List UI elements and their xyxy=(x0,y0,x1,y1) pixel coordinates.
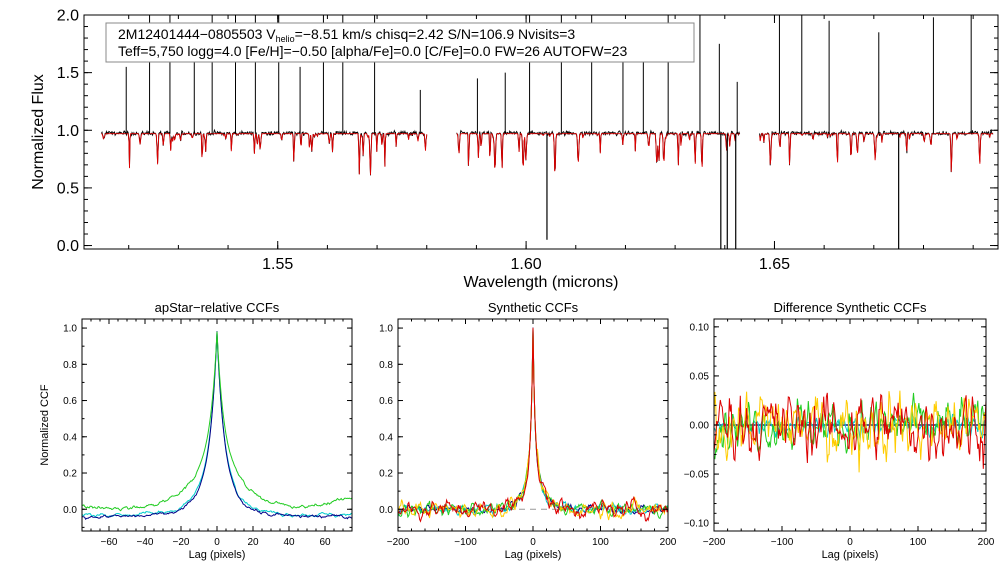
difference_ccf-x-tick-label: 0 xyxy=(847,537,853,548)
apstar_ccf-x-tick-label: 40 xyxy=(283,537,295,548)
spectrum-y-tick-label: 0.0 xyxy=(57,238,79,255)
difference_ccf-x-tick-label: 100 xyxy=(910,537,927,548)
apstar_ccf-y-tick-label: 0.8 xyxy=(63,360,77,371)
apstar_ccf-x-tick-label: −60 xyxy=(101,537,118,548)
apstar_ccf-y-tick-label: 0.4 xyxy=(63,432,77,443)
apstar_ccf-panel: −60 −40 −20 0 20 40 60 0.0 0.2 0.4 0.6 0.8 1.0 apStar… xyxy=(39,300,353,561)
apstar_ccf-xlabel: Lag (pixels) xyxy=(189,549,246,561)
synthetic_ccf-title: Synthetic CCFs xyxy=(488,300,579,315)
apstar_ccf-y-tick-label: 1.0 xyxy=(63,324,77,335)
difference_ccf-series-line xyxy=(714,392,986,460)
apstar_ccf-x-tick-label: 60 xyxy=(319,537,331,548)
spectrum-xlabel: Wavelength (microns) xyxy=(463,274,618,291)
synthetic_ccf-xlabel: Lag (pixels) xyxy=(505,549,562,561)
spectrum-observed-line xyxy=(100,128,428,176)
apstar_ccf-x-tick-label: −20 xyxy=(173,537,190,548)
spectrum-x-tick-label: 1.60 xyxy=(511,256,542,273)
synthetic_ccf-panel: −200 −100 0 100 200 0.0 0.2 0.4 0.6 0.8 1.0 Synthet… xyxy=(379,300,677,561)
apstar_ccf-y-tick-label: 0.6 xyxy=(63,396,77,407)
spectrum-info-line1: 2M12401444−0805503 Vhelio=−8.51 km/s chi… xyxy=(118,26,575,44)
synthetic_ccf-x-tick-label: −200 xyxy=(387,537,410,548)
spectrum-y-tick-label: 2.0 xyxy=(57,8,79,25)
difference_ccf-x-tick-label: −100 xyxy=(771,537,794,548)
spectrum-synthetic-line xyxy=(101,132,428,175)
synthetic_ccf-y-tick-label: 0.0 xyxy=(379,505,393,516)
synthetic_ccf-y-tick-label: 0.8 xyxy=(379,360,393,371)
spectrum-info-subscript: helio xyxy=(276,34,295,44)
spectrum-info-prefix: 2M12401444−0805503 V xyxy=(118,26,276,42)
spectrum-panel: 1.55 1.60 1.65 0.0 0.5 1.0 1.5 2.0 Wavelength (m… xyxy=(30,8,999,291)
difference_ccf-series-line xyxy=(714,412,986,439)
spectrum-y-tick-label: 0.5 xyxy=(57,181,79,198)
apstar_ccf-series-line xyxy=(82,333,352,518)
apstar_ccf-x-tick-label: −40 xyxy=(137,537,154,548)
spectrum-y-tick-label: 1.5 xyxy=(57,65,79,82)
synthetic_ccf-x-tick-label: 200 xyxy=(660,537,677,548)
difference_ccf-plot-area xyxy=(714,390,986,473)
spectrum-synthetic-line xyxy=(759,133,993,172)
apstar_ccf-y-tick-label: 0.0 xyxy=(63,505,77,516)
spectrum-x-tick-label: 1.55 xyxy=(262,256,293,273)
spectrum-observed-line xyxy=(759,128,994,173)
apstar_ccf-x-tick-label: 20 xyxy=(247,537,259,548)
apstar_ccf-frame xyxy=(81,318,353,532)
synthetic_ccf-y-tick-label: 0.6 xyxy=(379,396,393,407)
apstar_ccf-plot-area xyxy=(82,331,352,520)
spectrum-x-tick-label: 1.65 xyxy=(759,256,790,273)
synthetic_ccf-x-tick-label: 0 xyxy=(530,537,536,548)
difference_ccf-y-tick-label: 0.05 xyxy=(690,371,710,382)
spectrum-observed-line xyxy=(456,129,741,171)
synthetic_ccf-y-tick-label: 0.2 xyxy=(379,469,393,480)
synthetic_ccf-series-line xyxy=(398,327,668,523)
apstar_ccf-y-tick-label: 0.2 xyxy=(63,469,77,480)
difference_ccf-xlabel: Lag (pixels) xyxy=(822,549,879,561)
synthetic_ccf-y-tick-label: 0.4 xyxy=(379,432,393,443)
spectrum-info-line2: Teff=5,750 logg=4.0 [Fe/H]=−0.50 [alpha/… xyxy=(118,43,627,59)
difference_ccf-x-tick-label: 200 xyxy=(978,537,995,548)
spectrum-ylabel: Normalized Flux xyxy=(30,74,47,190)
apstar_ccf-ylabel: Normalized CCF xyxy=(39,384,51,466)
spectrum-info-box xyxy=(105,22,695,63)
apstar_ccf-series-line xyxy=(82,331,352,520)
spectrum-frame xyxy=(83,14,999,250)
difference_ccf-panel: −200 −100 0 100 200 −0.10 −0.05 0.00 0.05 0.10 Dif… xyxy=(684,300,995,561)
difference_ccf-series-line xyxy=(714,392,986,469)
apstar_ccf-series-line xyxy=(82,331,352,512)
synthetic_ccf-x-tick-label: 100 xyxy=(592,537,609,548)
synthetic_ccf-y-tick-label: 1.0 xyxy=(379,324,393,335)
difference_ccf-y-tick-label: 0.00 xyxy=(690,421,710,432)
apstar_ccf-x-tick-label: 0 xyxy=(214,537,220,548)
apstar_ccf-title: apStar−relative CCFs xyxy=(155,300,280,315)
difference_ccf-title: Difference Synthetic CCFs xyxy=(774,300,927,315)
difference_ccf-y-tick-label: −0.05 xyxy=(684,470,710,481)
spectrum-synthetic-line xyxy=(456,132,740,172)
synthetic_ccf-x-tick-label: −100 xyxy=(454,537,477,548)
difference_ccf-x-tick-label: −200 xyxy=(703,537,726,548)
spectrum-info-suffix: =−8.51 km/s chisq=2.42 S/N=106.9 Nvisits… xyxy=(295,26,576,42)
difference_ccf-y-tick-label: −0.10 xyxy=(684,519,710,530)
synthetic_ccf-plot-area xyxy=(398,327,668,523)
spectrum-y-tick-label: 1.0 xyxy=(57,123,79,140)
difference_ccf-y-tick-label: 0.10 xyxy=(690,322,710,333)
